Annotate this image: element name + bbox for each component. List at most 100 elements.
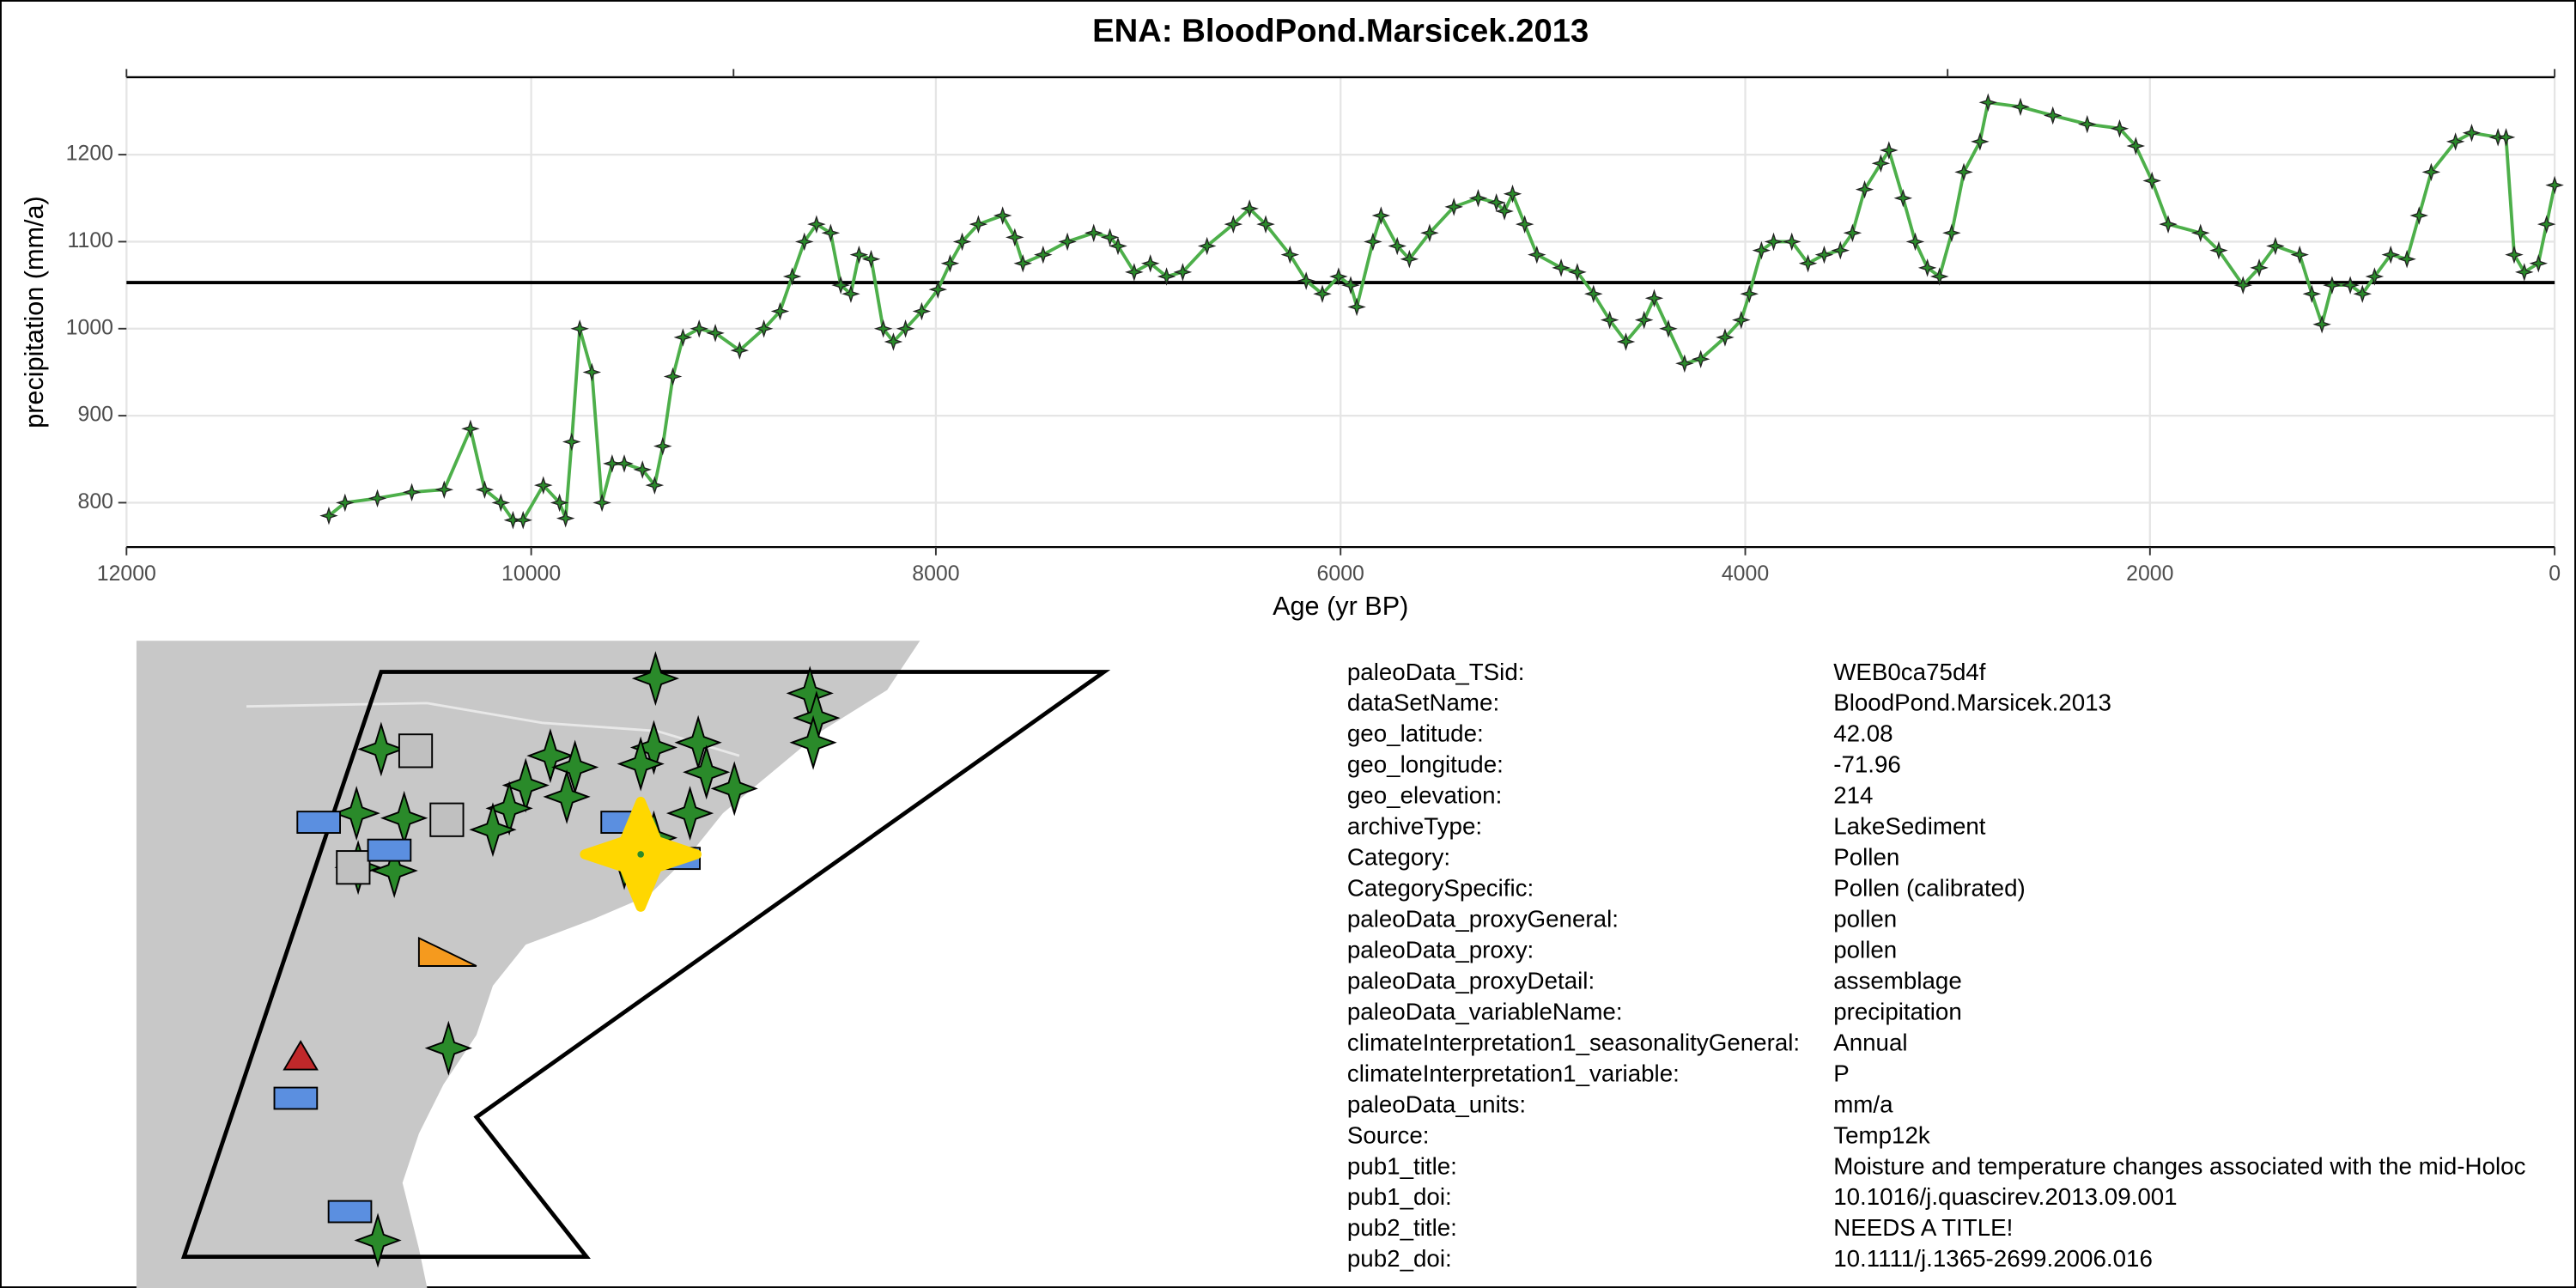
- metadata-key: pub1_title:: [1347, 1152, 1457, 1179]
- data-point: [1341, 276, 1360, 295]
- data-point: [1740, 284, 1759, 304]
- triangle-marker: [283, 1040, 319, 1071]
- data-point: [2312, 314, 2331, 334]
- data-point: [690, 319, 708, 338]
- data-point: [2445, 132, 2465, 151]
- data-point: [582, 362, 602, 382]
- metadata-key: geo_longitude:: [1347, 751, 1504, 778]
- data-point: [2353, 284, 2372, 304]
- data-point: [2341, 276, 2360, 295]
- data-line: [327, 100, 2557, 522]
- data-point: [1732, 310, 1751, 330]
- data-point: [503, 510, 523, 530]
- metadata-key: geo_elevation:: [1347, 782, 1502, 809]
- data-point: [2159, 215, 2178, 234]
- data-point: [1880, 141, 1899, 160]
- data-point: [1503, 184, 1522, 204]
- data-point: [491, 493, 511, 513]
- data-point: [550, 493, 569, 513]
- data-point: [1764, 232, 1783, 252]
- data-point: [1420, 223, 1439, 243]
- data-point: [2537, 215, 2556, 234]
- metadata-key: Category:: [1347, 844, 1450, 871]
- data-point: [603, 454, 622, 473]
- data-point: [849, 245, 869, 264]
- metadata-value: 10.1016/j.quascirev.2013.09.001: [1833, 1183, 2177, 1210]
- data-point: [782, 267, 802, 286]
- plot-area: [125, 76, 2564, 549]
- metadata-value: Moisture and temperature changes associa…: [1833, 1152, 2525, 1179]
- metadata-key: geo_latitude:: [1347, 720, 1484, 747]
- data-point: [1659, 319, 1678, 338]
- data-point: [2043, 106, 2063, 125]
- metadata-value: 10.1111/j.1365-2699.2006.016: [1833, 1245, 2153, 1272]
- data-point: [706, 324, 725, 343]
- data-point: [969, 215, 988, 234]
- data-point: [2409, 206, 2429, 225]
- data-point: [2142, 171, 2161, 191]
- data-point: [1173, 263, 1193, 282]
- metadata-key: paleoData_variableName:: [1347, 998, 1623, 1024]
- data-point: [556, 508, 575, 528]
- region-outline: [180, 670, 1111, 1260]
- data-point: [841, 284, 860, 304]
- x-tick-label: 4000: [1722, 562, 1769, 586]
- metadata-value: 42.08: [1833, 720, 1893, 747]
- data-point: [2233, 276, 2253, 295]
- y-tick-label: 1100: [68, 228, 113, 252]
- data-point: [1347, 297, 1366, 317]
- x-tick-label: 8000: [912, 562, 959, 586]
- square-markers: [336, 733, 465, 885]
- data-point: [1843, 223, 1862, 243]
- data-point: [2209, 240, 2228, 260]
- data-point: [794, 232, 814, 252]
- data-point: [1400, 249, 1419, 269]
- data-point: [1831, 240, 1850, 260]
- data-point: [461, 419, 480, 439]
- data-point: [1616, 332, 1636, 351]
- data-point: [1942, 223, 1961, 243]
- x-tick-label: 2000: [2126, 562, 2173, 586]
- data-point: [1675, 354, 1694, 374]
- metadata-value: assemblage: [1833, 967, 1962, 993]
- data-point: [2397, 249, 2416, 269]
- data-point: [633, 460, 653, 479]
- metadata-value: P: [1833, 1060, 1850, 1086]
- data-point: [940, 253, 960, 273]
- data-point: [952, 232, 972, 252]
- metadata-key: pub2_title:: [1347, 1214, 1457, 1241]
- metadata-table: paleoData_TSid: WEB0ca75d4f dataSetName: Bl…: [1347, 659, 2526, 1272]
- data-point: [2190, 223, 2210, 243]
- metadata-key: archiveType:: [1347, 813, 1482, 840]
- data-point: [1644, 289, 1664, 308]
- data-point: [1568, 263, 1587, 282]
- metadata-value: pollen: [1833, 936, 1897, 963]
- data-point: [1125, 263, 1144, 282]
- data-point: [1240, 199, 1259, 218]
- data-point: [1716, 328, 1735, 347]
- metadata-key: paleoData_TSid:: [1347, 659, 1525, 685]
- metadata-value: 214: [1833, 782, 1873, 809]
- data-point: [1917, 258, 1937, 277]
- data-point: [1929, 267, 1949, 286]
- data-point: [1224, 215, 1243, 234]
- data-point: [1855, 179, 1874, 199]
- data-point: [1297, 271, 1315, 290]
- data-point: [2302, 284, 2322, 304]
- y-tick-label: 1000: [66, 315, 113, 339]
- data-point: [1600, 310, 1619, 330]
- data-point: [1978, 93, 1998, 112]
- data-point: [653, 436, 672, 456]
- data-point: [513, 510, 532, 530]
- data-point: [1256, 215, 1275, 234]
- data-point: [2529, 253, 2549, 273]
- land: [136, 641, 920, 1288]
- data-point: [1798, 253, 1818, 273]
- data-point: [1954, 162, 1973, 182]
- data-point: [821, 223, 841, 243]
- data-point: [319, 506, 338, 526]
- data-point: [1013, 253, 1033, 273]
- data-point: [1371, 206, 1391, 225]
- data-point: [615, 454, 634, 473]
